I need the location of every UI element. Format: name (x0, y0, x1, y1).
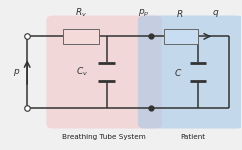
Text: $R$: $R$ (176, 8, 184, 19)
Text: $R_v$: $R_v$ (75, 7, 87, 19)
Bar (63, 29, 99, 44)
Text: Breathing Tube System: Breathing Tube System (62, 134, 146, 140)
FancyBboxPatch shape (46, 16, 162, 129)
Text: Patient: Patient (181, 134, 206, 140)
Text: $C_v$: $C_v$ (76, 66, 89, 78)
FancyBboxPatch shape (138, 16, 242, 129)
Text: $p$: $p$ (13, 67, 20, 78)
Bar (164, 29, 198, 44)
Text: $C$: $C$ (174, 67, 182, 78)
Text: $p_p$: $p_p$ (138, 8, 150, 19)
Text: $q$: $q$ (212, 8, 220, 19)
